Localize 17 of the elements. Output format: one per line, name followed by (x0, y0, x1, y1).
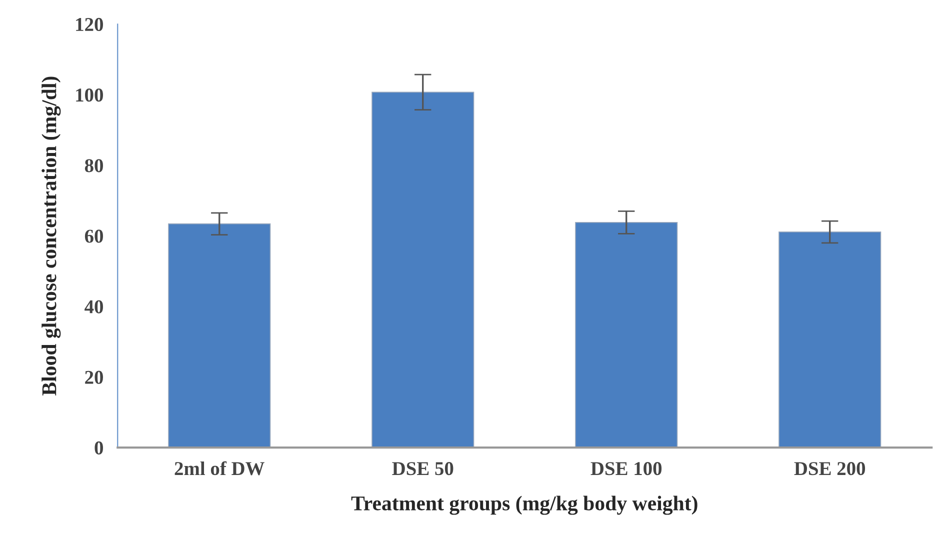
bar (372, 92, 474, 448)
y-axis-title: Blood glucose concentration (mg/dl) (42, 76, 61, 396)
y-tick-label: 20 (85, 370, 103, 384)
y-tick-label: 60 (84, 230, 103, 243)
bar (168, 223, 271, 448)
y-tick-label: 40 (84, 300, 103, 314)
x-tick-label: 2ml of DW (174, 461, 264, 476)
bar (575, 222, 678, 448)
y-tick-label: 100 (76, 88, 103, 102)
x-tick-label: DSE 200 (794, 462, 866, 476)
bar (778, 232, 882, 448)
y-tick-label: 80 (84, 159, 103, 172)
y-tick-label: 0 (94, 441, 103, 454)
x-tick-label: DSE 100 (590, 462, 662, 476)
x-axis-title: Treatment groups (mg/kg body weight) (351, 496, 698, 515)
y-tick-label: 120 (76, 18, 103, 32)
x-tick-label: DSE 50 (392, 462, 454, 476)
